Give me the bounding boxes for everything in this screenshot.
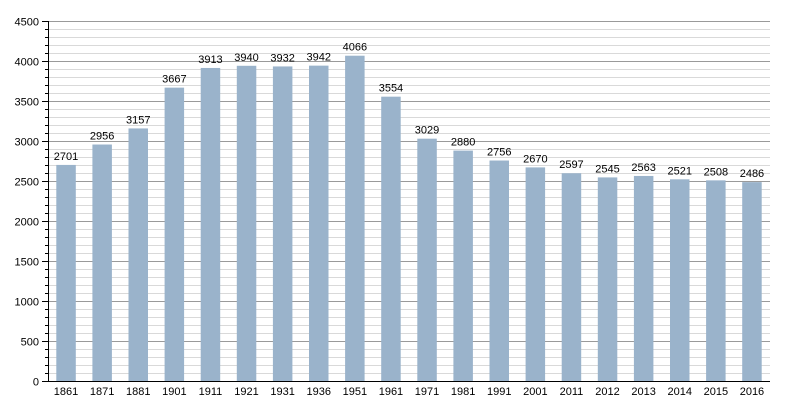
x-tick-label: 1961 (379, 386, 403, 398)
data-label: 2508 (704, 166, 728, 178)
data-label: 3667 (162, 74, 186, 86)
data-label: 2670 (523, 153, 547, 165)
x-tick-label: 2012 (595, 386, 619, 398)
bar-1931 (272, 66, 293, 381)
x-tick-label: 1931 (270, 386, 294, 398)
y-tick-label: 2500 (15, 177, 39, 189)
y-tick-label: 500 (21, 337, 39, 349)
bar-1951 (345, 55, 365, 381)
x-tick-label: 2015 (704, 386, 728, 398)
y-tick-label: 3000 (15, 137, 39, 149)
bar-1981 (453, 150, 473, 381)
bar-2001 (525, 167, 546, 381)
x-tick-label: 1861 (54, 386, 78, 398)
axes: 0 500 1000 1500 2000 2500 3000 3500 4000 4500 1861… (15, 17, 770, 398)
data-label: 2880 (451, 137, 475, 149)
data-label: 2545 (595, 163, 619, 175)
bar-1936 (309, 65, 329, 381)
y-tick-label: 4000 (15, 57, 39, 69)
x-tick-label: 1951 (343, 386, 367, 398)
bar-2016 (742, 182, 762, 381)
bar-1991 (489, 160, 509, 381)
bar-1861 (56, 164, 76, 381)
data-label: 3157 (126, 114, 150, 126)
data-label: 2521 (668, 165, 692, 177)
y-tick-label: 1000 (15, 297, 39, 309)
bar-1921 (236, 65, 257, 382)
y-tick-label: 1500 (15, 257, 39, 269)
x-tick-label: 1991 (487, 386, 511, 398)
data-label: 3932 (270, 52, 294, 64)
bar-2013 (633, 175, 654, 381)
y-tick-label: 3500 (15, 97, 39, 109)
x-tick-label: 1936 (307, 386, 331, 398)
x-tick-label: 1881 (126, 386, 150, 398)
x-tick-label: 2001 (523, 386, 547, 398)
x-tick-label: 2011 (560, 386, 584, 398)
bar-2014 (670, 179, 690, 381)
x-tick-label: 2013 (631, 386, 655, 398)
data-label: 2486 (740, 168, 764, 180)
bar-2015 (706, 180, 726, 381)
data-label: 4066 (343, 42, 367, 54)
x-tick-label: 1971 (415, 386, 439, 398)
data-label: 3942 (307, 52, 331, 64)
x-tick-label: 1921 (234, 386, 258, 398)
data-label: 3913 (198, 54, 222, 66)
bar-2011 (561, 173, 582, 381)
x-tick-label: 1901 (162, 386, 186, 398)
bar-1901 (164, 87, 185, 381)
x-tick-label: 1871 (90, 386, 114, 398)
data-label: 3940 (234, 52, 258, 64)
bar-2012 (597, 177, 618, 381)
bar-1871 (92, 144, 112, 381)
bar-1911 (200, 67, 221, 382)
data-label: 2956 (90, 131, 114, 143)
data-label: 2701 (54, 151, 78, 163)
data-labels: 2701 2956 3157 3667 3913 3940 3932 3942 4066 3554… (54, 42, 764, 180)
bar-1971 (417, 138, 437, 381)
data-label: 3029 (415, 125, 439, 137)
y-tick-label: 2000 (15, 217, 39, 229)
y-tick-label: 4500 (15, 17, 39, 29)
x-tick-label: 2014 (668, 386, 692, 398)
data-label: 2756 (487, 147, 511, 159)
x-tick-label: 1911 (199, 386, 223, 398)
gridlines (48, 21, 770, 374)
bars (56, 55, 762, 382)
bar-1961 (381, 96, 401, 382)
data-label: 3554 (379, 83, 403, 95)
data-label: 2597 (559, 159, 583, 171)
bar-1881 (128, 128, 148, 381)
y-tick-label: 0 (33, 377, 39, 389)
data-label: 2563 (631, 162, 655, 174)
x-tick-label: 2016 (740, 386, 764, 398)
x-tick-label: 1981 (451, 386, 475, 398)
